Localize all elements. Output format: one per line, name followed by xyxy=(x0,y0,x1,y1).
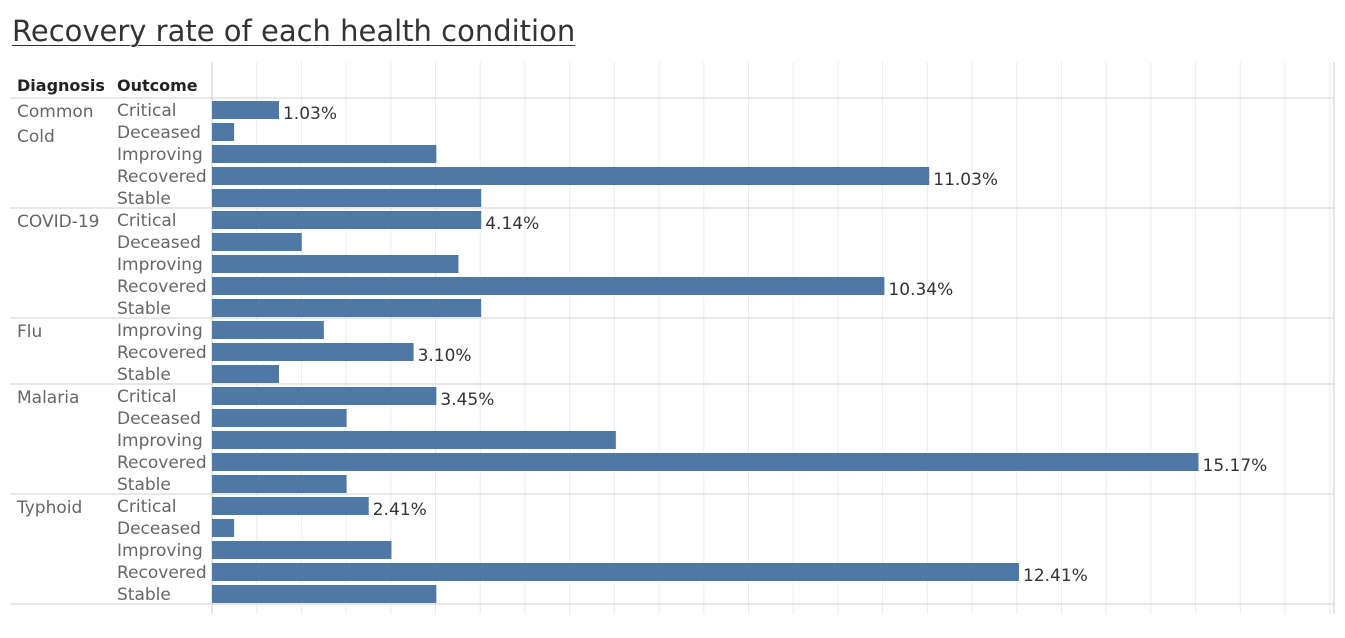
bars: 1.03% 11.03% 4.14% 10.34% 3.10% 3.45% 15.17% 2.… xyxy=(212,101,1267,603)
outcome-label: Improving xyxy=(117,321,203,341)
outcome-label: Deceased xyxy=(117,233,201,253)
data-label: 12.41% xyxy=(1023,566,1088,586)
outcome-label: Deceased xyxy=(117,123,201,143)
outcome-label: Critical xyxy=(117,497,176,517)
diagnosis-label: Flu xyxy=(17,322,42,342)
diagnosis-label: COVID-19 xyxy=(17,212,99,232)
bar xyxy=(212,101,279,119)
bar xyxy=(212,299,482,317)
outcome-label: Recovered xyxy=(117,343,207,363)
bar xyxy=(212,189,482,207)
outcome-label: Deceased xyxy=(117,519,201,539)
outcome-label: Critical xyxy=(117,211,176,231)
bar xyxy=(212,211,482,229)
bar xyxy=(212,343,414,361)
bar xyxy=(212,585,437,603)
outcome-label: Recovered xyxy=(117,277,207,297)
outcome-label: Stable xyxy=(117,365,171,385)
outcome-label: Critical xyxy=(117,101,176,121)
diagnosis-label: Typhoid xyxy=(16,498,82,518)
outcome-label: Recovered xyxy=(117,167,207,187)
outcome-label: Stable xyxy=(117,299,171,319)
outcome-label: Improving xyxy=(117,431,203,451)
bar xyxy=(212,475,347,493)
bar xyxy=(212,123,235,141)
data-label: 3.10% xyxy=(418,346,472,366)
data-label: 10.34% xyxy=(888,280,953,300)
outcome-header: Outcome xyxy=(117,76,198,95)
bar xyxy=(212,519,235,537)
outcome-label: Stable xyxy=(117,475,171,495)
bar xyxy=(212,387,437,405)
outcome-label: Critical xyxy=(117,387,176,407)
bar xyxy=(212,541,392,559)
bar xyxy=(212,497,369,515)
bar xyxy=(212,365,279,383)
diagnosis-label: Malaria xyxy=(17,388,79,408)
outcome-label: Improving xyxy=(117,255,203,275)
diagnosis-label: Common Cold xyxy=(17,102,94,147)
bar xyxy=(212,453,1199,471)
outcome-label: Recovered xyxy=(117,453,207,473)
bar xyxy=(212,167,930,185)
bar xyxy=(212,255,459,273)
data-label: 11.03% xyxy=(933,170,998,190)
outcome-label: Improving xyxy=(117,145,203,165)
bar xyxy=(212,233,302,251)
data-label: 1.03% xyxy=(283,104,337,124)
data-label: 4.14% xyxy=(485,214,539,234)
chart-title: Recovery rate of each health condition xyxy=(12,14,576,48)
bar xyxy=(212,431,616,449)
outcome-label: Recovered xyxy=(117,563,207,583)
chart-frame xyxy=(10,62,1335,614)
outcome-label: Deceased xyxy=(117,409,201,429)
outcome-label: Stable xyxy=(117,585,171,605)
bar xyxy=(212,321,324,339)
outcome-label: Stable xyxy=(117,189,171,209)
bar xyxy=(212,409,347,427)
data-label: 15.17% xyxy=(1203,456,1268,476)
gridlines xyxy=(256,62,1331,614)
bar xyxy=(212,563,1020,581)
diagnosis-header: Diagnosis xyxy=(17,76,105,95)
row-labels: Common ColdCriticalDeceasedImprovingRecov… xyxy=(16,101,207,605)
bar xyxy=(212,145,437,163)
outcome-label: Improving xyxy=(117,541,203,561)
data-label: 2.41% xyxy=(373,500,427,520)
data-label: 3.45% xyxy=(440,390,494,410)
bar xyxy=(212,277,885,295)
